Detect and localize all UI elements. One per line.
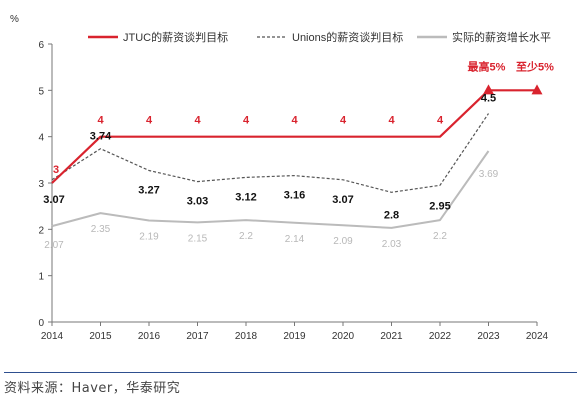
data-label: 3.69 (479, 169, 499, 180)
data-label: 3.07 (43, 194, 64, 206)
data-label: 4 (194, 115, 201, 127)
data-label: 4 (146, 115, 153, 127)
data-label: 2.07 (44, 240, 64, 251)
x-tick-label: 2018 (235, 331, 258, 342)
data-label: 2.35 (91, 224, 111, 235)
x-tick-label: 2019 (283, 331, 306, 342)
y-tick-label: 4 (38, 133, 44, 144)
data-label: 4 (291, 115, 298, 127)
data-label: 至少5% (516, 59, 554, 73)
data-label: 4 (97, 115, 104, 127)
y-axis-unit: % (10, 14, 19, 25)
data-label: 3.03 (187, 196, 208, 208)
data-label: 2.03 (382, 239, 402, 250)
data-label: 4 (243, 115, 250, 127)
legend-label: Unions的薪资谈判目标 (292, 30, 403, 44)
series-line (51, 89, 537, 184)
y-tick-label: 0 (38, 318, 44, 329)
data-label: 2.15 (188, 233, 208, 244)
x-tick-label: 2017 (186, 331, 209, 342)
source-divider (4, 372, 577, 373)
data-label: 3 (53, 164, 59, 176)
data-label: 3.12 (235, 191, 256, 203)
source-note: 资料来源：Haver，华泰研究 (4, 381, 181, 396)
chart-axes: 0 1 2 3 4 5 6 2014 2015 2016 2017 2018 2019 2020 2021 2… (10, 14, 549, 342)
chart: 0 1 2 3 4 5 6 2014 2015 2016 2017 2018 2019 2020 2021 2… (10, 14, 554, 342)
y-tick-label: 1 (38, 272, 44, 283)
data-label: 2.19 (139, 232, 159, 243)
data-label: 最高5% (468, 59, 506, 73)
y-tick-label: 2 (38, 225, 44, 236)
data-label: 2.8 (384, 209, 399, 221)
series-line (51, 150, 490, 229)
x-tick-label: 2024 (526, 331, 549, 342)
data-label: 2.09 (333, 236, 353, 247)
y-tick-label: 5 (38, 86, 44, 97)
legend: JTUC的薪资谈判目标 Unions的薪资谈判目标 实际的薪资增长水平 (88, 30, 551, 44)
data-point-marker (531, 84, 543, 95)
data-label: 2.2 (433, 231, 447, 242)
series-line (51, 113, 489, 193)
x-tick-label: 2020 (332, 331, 355, 342)
x-tick-label: 2023 (477, 331, 500, 342)
data-label: 2.14 (285, 234, 305, 245)
x-tick-label: 2014 (41, 331, 64, 342)
data-label: 3.07 (332, 194, 353, 206)
data-label: 2.95 (429, 200, 450, 212)
y-tick-label: 6 (38, 40, 44, 51)
legend-label: JTUC的薪资谈判目标 (123, 30, 228, 44)
x-tick-label: 2015 (89, 331, 112, 342)
data-label: 4 (437, 115, 444, 127)
x-tick-label: 2016 (138, 331, 161, 342)
y-tick-label: 3 (38, 179, 44, 190)
data-label: 3.74 (90, 131, 112, 143)
series-layer (51, 84, 543, 229)
data-label: 4 (340, 115, 347, 127)
data-label: 3.16 (284, 190, 305, 202)
x-tick-label: 2022 (429, 331, 452, 342)
data-point-marker (483, 84, 494, 95)
legend-label: 实际的薪资增长水平 (452, 30, 551, 44)
data-label: 2.2 (239, 231, 253, 242)
data-label: 3.27 (138, 184, 159, 196)
data-label: 4.5 (481, 93, 496, 105)
data-labels: 3 4 4 4 4 4 4 4 4 最高5% 至少5% 3.07 3.74 3.27 3.03 3.12 3.1… (43, 59, 554, 251)
data-label: 4 (388, 115, 395, 127)
x-tick-label: 2021 (380, 331, 403, 342)
